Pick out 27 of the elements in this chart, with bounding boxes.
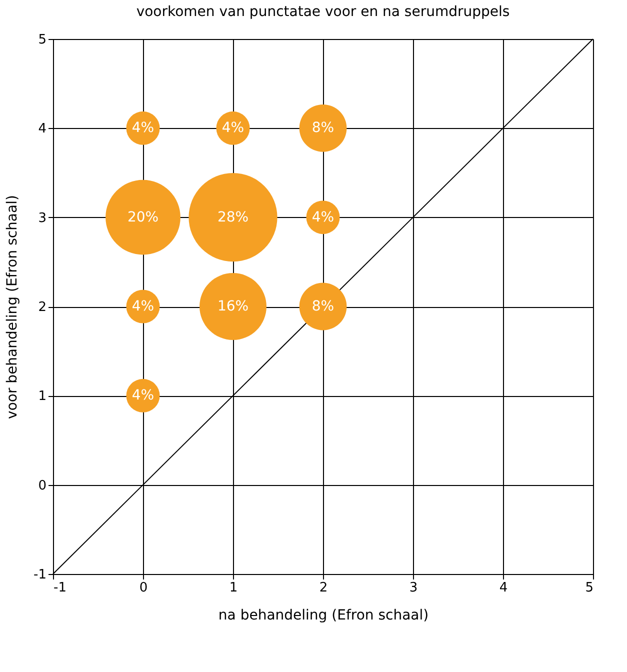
x-tick-label: 4: [499, 580, 508, 596]
y-axis-title: voor behandeling (Efron schaal): [4, 195, 21, 419]
x-tick-label: 3: [409, 580, 418, 596]
x-tick-label: -1: [54, 580, 66, 596]
annotation: 20%: [127, 209, 159, 226]
annotation: 4%: [312, 209, 334, 226]
annotation: 4%: [132, 120, 154, 136]
y-tick-label: -1: [34, 568, 46, 582]
annotation: 4%: [132, 388, 154, 404]
x-tick-label: 1: [229, 580, 238, 596]
x-tick-label: 2: [319, 580, 328, 596]
y-tick-label: 4: [38, 122, 46, 137]
annotation: 8%: [312, 120, 334, 136]
y-tick-label: 0: [38, 478, 46, 494]
annotation: 16%: [217, 298, 249, 314]
annotation: 4%: [132, 298, 154, 314]
annotation: 4%: [222, 120, 244, 136]
x-axis-title: na behandeling (Efron schaal): [218, 608, 429, 624]
x-tick-label: 0: [139, 580, 148, 596]
annotation: 8%: [312, 298, 334, 314]
annotation: 28%: [217, 209, 249, 226]
chart-title: voorkomen van punctatae voor en na serumdruppels: [136, 4, 510, 20]
y-tick-label: 5: [38, 32, 46, 48]
x-tick-label: 5: [585, 580, 594, 596]
y-tick-label: 2: [38, 300, 46, 315]
y-tick-label: 3: [38, 210, 46, 226]
y-tick-label: 1: [38, 389, 46, 404]
